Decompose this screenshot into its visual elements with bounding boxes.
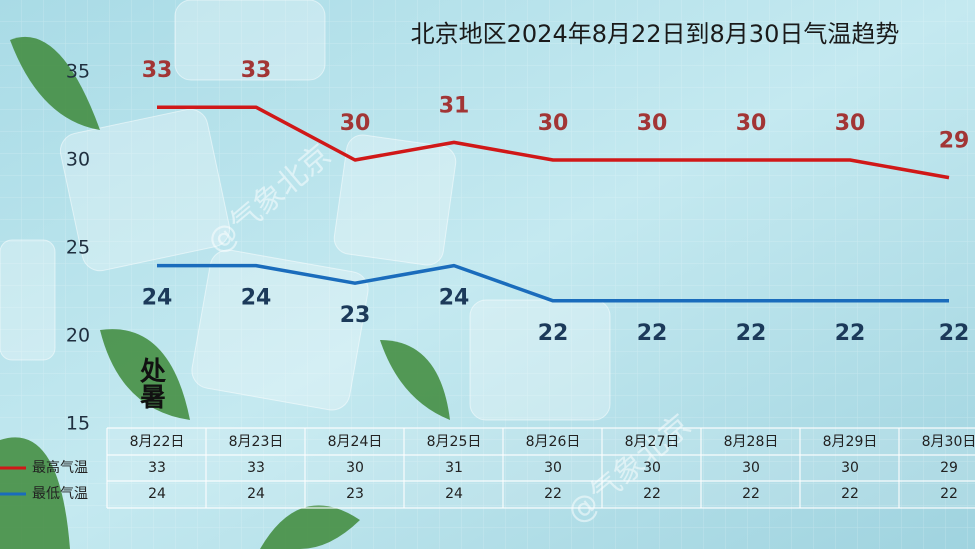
x-tick-label: 8月23日 <box>229 434 284 450</box>
data-label: 22 <box>538 321 569 346</box>
data-label: 22 <box>939 321 970 346</box>
table-value: 30 <box>643 460 661 476</box>
data-label: 30 <box>835 111 866 136</box>
ice-decoration <box>0 0 611 421</box>
table-value: 24 <box>148 486 166 502</box>
data-label: 33 <box>142 58 173 83</box>
table-value: 30 <box>742 460 760 476</box>
table-value: 22 <box>742 486 760 502</box>
y-tick-label: 30 <box>66 149 90 171</box>
table-value: 30 <box>346 460 364 476</box>
legend-label: 最低气温 <box>32 486 88 502</box>
table-value: 30 <box>841 460 859 476</box>
table-value: 33 <box>247 460 265 476</box>
x-tick-label: 8月22日 <box>130 434 185 450</box>
data-label: 33 <box>241 58 272 83</box>
table-value: 24 <box>247 486 265 502</box>
leaf-decoration <box>0 36 450 549</box>
table-value: 23 <box>346 486 364 502</box>
x-tick-label: 8月29日 <box>823 434 878 450</box>
x-tick-label: 8月28日 <box>724 434 779 450</box>
x-tick-label: 8月24日 <box>328 434 383 450</box>
table-value: 22 <box>544 486 562 502</box>
data-label: 24 <box>241 286 272 311</box>
data-label: 30 <box>637 111 668 136</box>
x-tick-label: 8月26日 <box>526 434 581 450</box>
data-label: 30 <box>736 111 767 136</box>
table-value: 33 <box>148 460 166 476</box>
data-label: 24 <box>439 286 470 311</box>
data-label: 22 <box>637 321 668 346</box>
data-label: 23 <box>340 303 371 328</box>
data-label: 31 <box>439 93 470 118</box>
y-tick-label: 20 <box>66 325 90 347</box>
x-tick-label: 8月27日 <box>625 434 680 450</box>
table-value: 30 <box>544 460 562 476</box>
y-tick-label: 35 <box>66 61 90 83</box>
table-value: 24 <box>445 486 463 502</box>
series-line <box>157 263 949 303</box>
table-value: 22 <box>940 486 958 502</box>
data-label: 24 <box>142 286 173 311</box>
data-label: 22 <box>835 321 866 346</box>
data-label: 30 <box>340 111 371 136</box>
table-value: 29 <box>940 460 958 476</box>
series-line <box>157 105 950 180</box>
x-tick-label: 8月30日 <box>922 434 975 450</box>
chart-title: 北京地区2024年8月22日到8月30日气温趋势 <box>411 20 900 48</box>
data-label: 29 <box>939 129 970 154</box>
y-tick-label: 15 <box>66 413 90 435</box>
y-tick-label: 25 <box>66 237 90 259</box>
table-value: 31 <box>445 460 463 476</box>
solar-term: 处暑 <box>136 357 167 409</box>
data-label: 22 <box>736 321 767 346</box>
data-label: 30 <box>538 111 569 136</box>
data-table <box>107 428 975 508</box>
table-value: 22 <box>841 486 859 502</box>
table-value: 22 <box>643 486 661 502</box>
x-tick-label: 8月25日 <box>427 434 482 450</box>
legend-label: 最高气温 <box>32 459 88 476</box>
